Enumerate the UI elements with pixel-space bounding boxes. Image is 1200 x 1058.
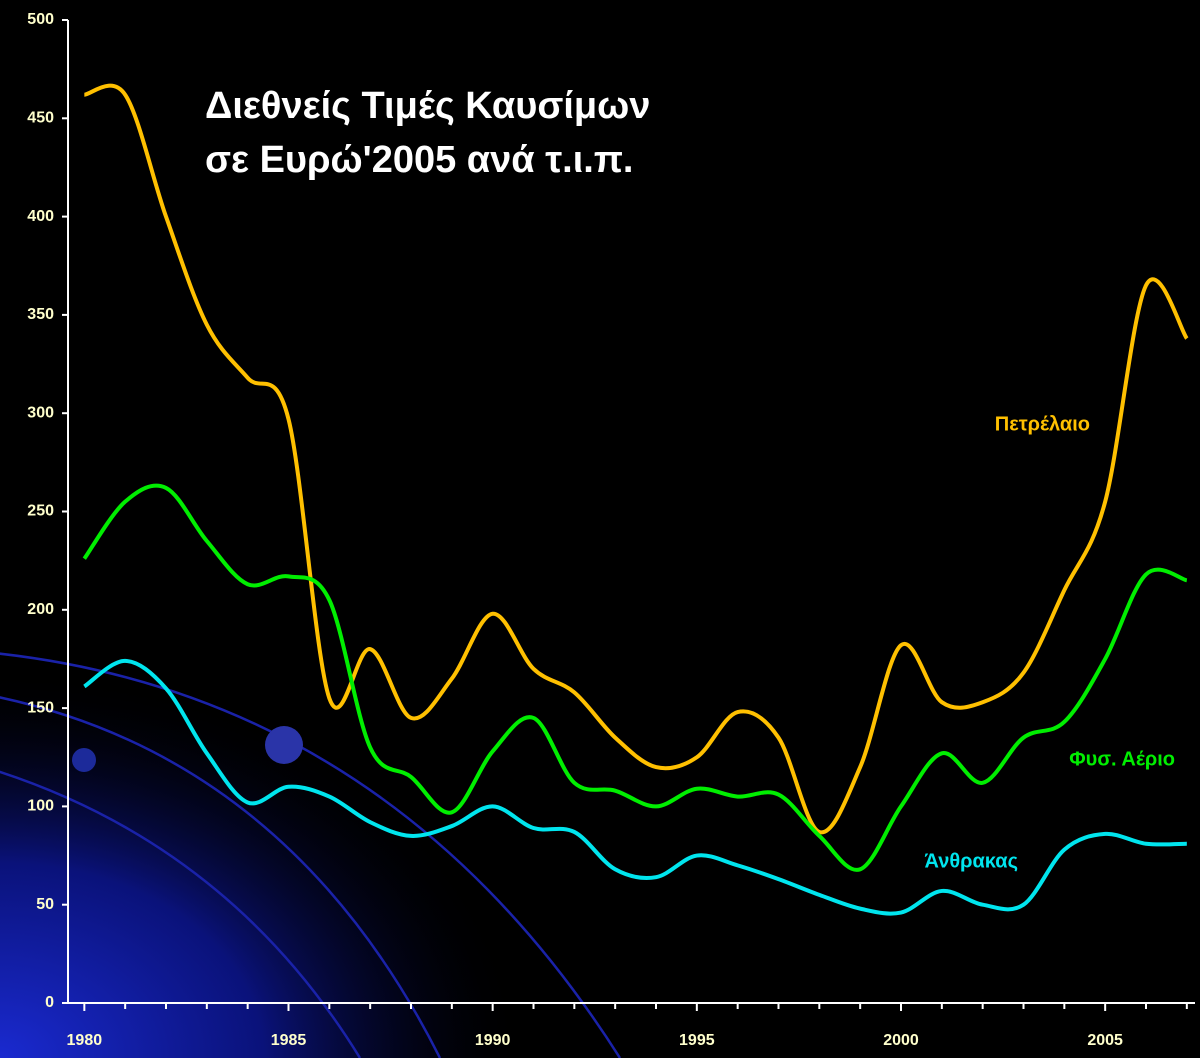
x-tick-label: 2005 bbox=[1087, 1032, 1123, 1049]
decor-dot bbox=[72, 748, 96, 772]
x-tick-label: 1985 bbox=[271, 1032, 307, 1049]
chart-title: σε Ευρώ'2005 ανά τ.ι.π. bbox=[205, 139, 633, 181]
y-tick-label: 500 bbox=[27, 11, 54, 28]
y-tick-label: 300 bbox=[27, 404, 54, 421]
y-tick-label: 50 bbox=[36, 896, 54, 913]
y-tick-label: 250 bbox=[27, 503, 54, 520]
y-tick-label: 200 bbox=[27, 601, 54, 618]
series-label: Πετρέλαιο bbox=[995, 413, 1090, 435]
series-label: Φυσ. Αέριο bbox=[1069, 748, 1175, 770]
chart-title: Διεθνείς Τιμές Καυσίμων bbox=[205, 85, 650, 127]
y-tick-label: 450 bbox=[27, 110, 54, 127]
y-tick-label: 100 bbox=[27, 798, 54, 815]
series-line bbox=[83, 658, 1187, 916]
y-tick-label: 0 bbox=[45, 994, 54, 1011]
y-tick-label: 400 bbox=[27, 208, 54, 225]
series-line bbox=[83, 83, 1189, 835]
series-line bbox=[82, 483, 1188, 872]
background-glow bbox=[0, 600, 620, 1058]
x-tick-label: 1990 bbox=[475, 1032, 511, 1049]
y-tick-label: 150 bbox=[27, 699, 54, 716]
x-tick-label: 1995 bbox=[679, 1032, 715, 1049]
y-tick-label: 350 bbox=[27, 306, 54, 323]
series-label: Άνθρακας bbox=[925, 850, 1019, 872]
x-tick-label: 2000 bbox=[883, 1032, 919, 1049]
decor-dot bbox=[265, 726, 303, 764]
decor-arcs bbox=[0, 652, 622, 1058]
x-tick-label: 1980 bbox=[67, 1032, 103, 1049]
